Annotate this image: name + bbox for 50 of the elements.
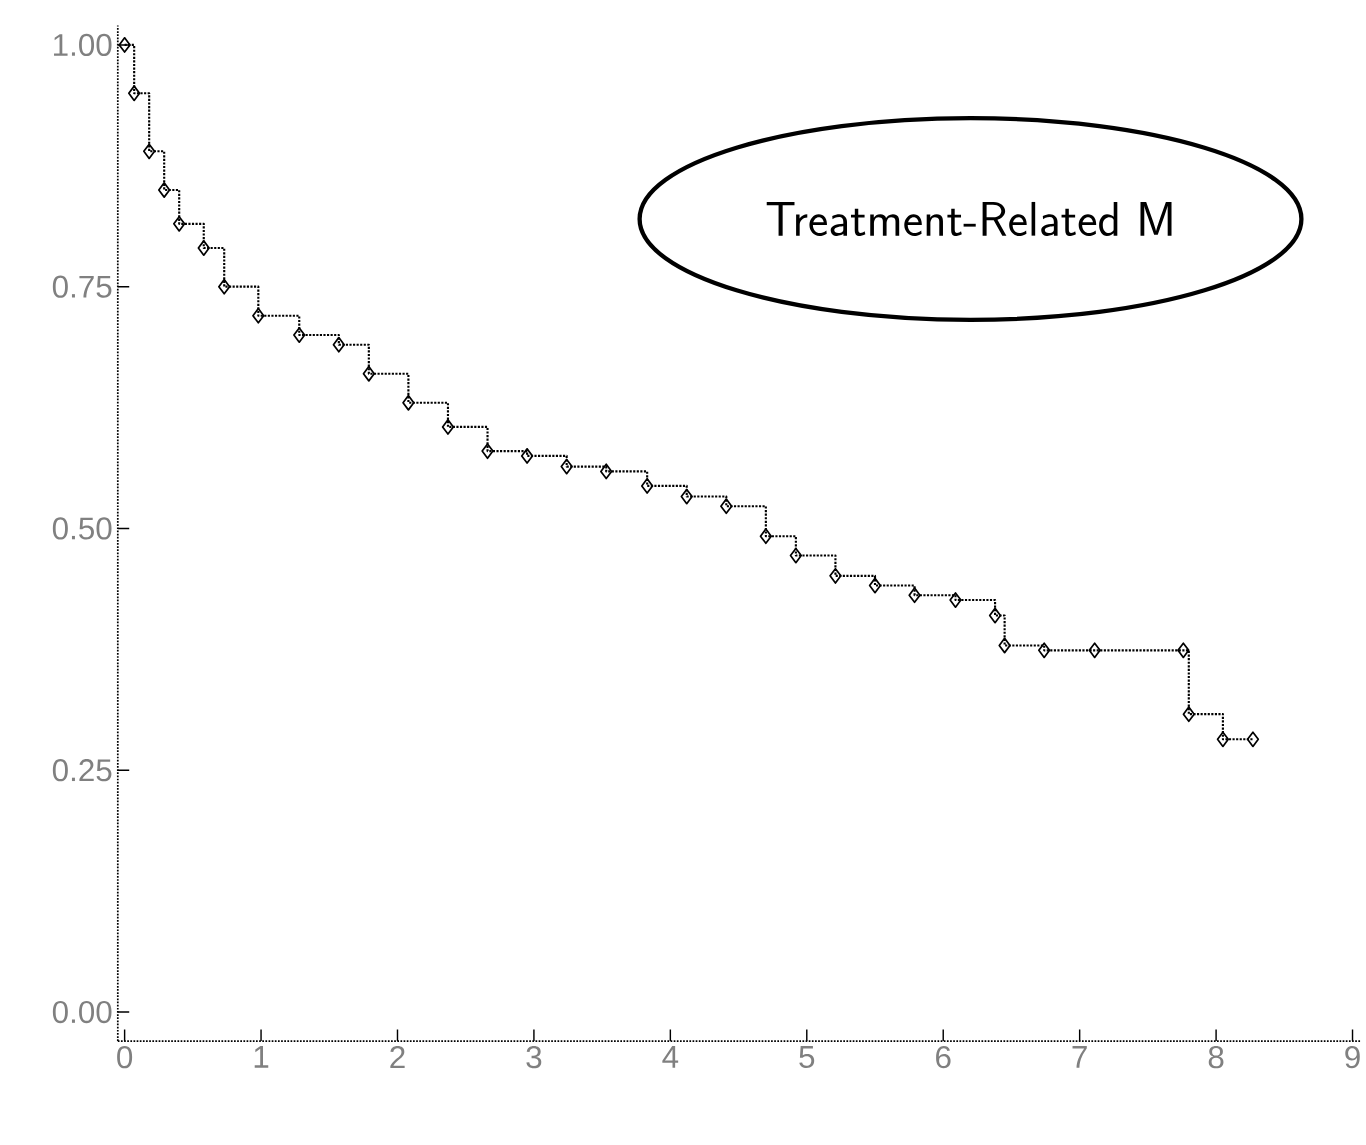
x-tick-label: 7: [1072, 1045, 1087, 1068]
y-tick-label: 0.25: [52, 758, 112, 782]
x-tick-label: 2: [390, 1045, 405, 1068]
point: [481, 442, 494, 459]
point: [362, 365, 376, 382]
point: [157, 181, 171, 198]
y-tick-label: 0.50: [52, 517, 112, 540]
x-tick-label: 4: [662, 1045, 679, 1068]
point: [908, 586, 921, 603]
point: [252, 307, 265, 324]
point: [172, 215, 186, 232]
point: [1216, 731, 1230, 748]
point: [1088, 642, 1101, 659]
point: [998, 637, 1011, 654]
point: [218, 278, 231, 295]
point: [640, 477, 654, 494]
point: [127, 85, 141, 102]
point: [600, 463, 613, 480]
point: [680, 488, 693, 505]
annotation: Treatment-Related M: [766, 201, 1172, 236]
x-tick-label: 6: [936, 1045, 951, 1069]
point: [197, 239, 210, 256]
point: [293, 326, 306, 343]
x-tick-label: 8: [1208, 1045, 1224, 1069]
x-tick-label: 1: [254, 1045, 269, 1068]
point: [520, 447, 534, 464]
point: [1246, 731, 1260, 748]
x-tick-label: 9: [1345, 1045, 1360, 1069]
point: [1182, 705, 1196, 722]
point: [332, 336, 346, 353]
point: [1037, 642, 1051, 659]
x-tick-label: 0: [117, 1045, 133, 1069]
y-tick-label: 0.75: [52, 275, 112, 298]
point: [949, 591, 962, 608]
x-tick-label: 5: [799, 1045, 815, 1068]
point: [441, 418, 455, 435]
point: [988, 607, 1002, 624]
point: [759, 528, 773, 544]
x-tick-label: 3: [526, 1045, 542, 1069]
point: [789, 547, 803, 564]
y-tick-label: 1.00: [54, 33, 112, 56]
point: [829, 567, 842, 584]
point: [118, 36, 131, 53]
y-tick-label: 0.00: [52, 1000, 112, 1023]
point: [868, 577, 882, 594]
point: [402, 394, 415, 411]
point: [142, 143, 156, 160]
point: [720, 498, 733, 515]
point: [1177, 642, 1190, 659]
point: [560, 458, 573, 475]
